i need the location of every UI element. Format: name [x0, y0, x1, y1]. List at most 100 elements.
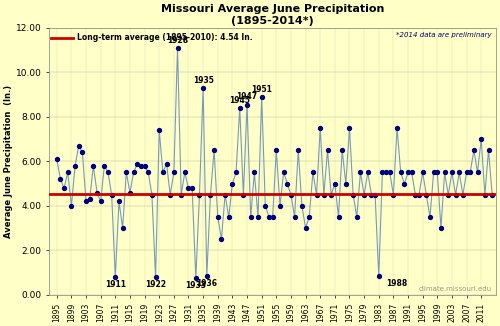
Point: [221, 192, 229, 197]
Point: [452, 192, 460, 197]
Point: [181, 170, 189, 175]
Point: [455, 170, 463, 175]
Text: 1928: 1928: [167, 36, 188, 45]
Point: [393, 126, 401, 131]
Point: [459, 192, 467, 197]
Point: [375, 273, 383, 278]
Point: [400, 181, 408, 186]
Point: [474, 170, 482, 175]
Text: 1945: 1945: [230, 96, 250, 105]
Point: [170, 170, 178, 175]
Point: [316, 126, 324, 131]
Point: [108, 192, 116, 197]
Point: [444, 192, 452, 197]
Point: [371, 192, 379, 197]
Point: [60, 185, 68, 191]
Point: [224, 215, 232, 220]
Point: [254, 215, 262, 220]
Point: [430, 170, 438, 175]
Point: [240, 192, 248, 197]
Point: [312, 192, 320, 197]
Point: [396, 170, 404, 175]
Point: [412, 192, 420, 197]
Point: [415, 192, 423, 197]
Point: [218, 237, 226, 242]
Point: [426, 215, 434, 220]
Point: [378, 170, 386, 175]
Point: [346, 126, 354, 131]
Point: [71, 163, 79, 169]
Point: [192, 275, 200, 281]
Point: [386, 170, 394, 175]
Point: [305, 215, 313, 220]
Point: [104, 170, 112, 175]
Point: [258, 94, 266, 99]
Point: [93, 190, 101, 195]
Point: [364, 170, 372, 175]
Point: [115, 199, 123, 204]
Point: [246, 215, 254, 220]
Point: [390, 192, 398, 197]
Point: [137, 163, 145, 169]
Point: [368, 192, 376, 197]
Point: [177, 192, 185, 197]
Point: [130, 170, 138, 175]
Point: [324, 148, 332, 153]
Point: [134, 161, 141, 166]
Point: [214, 215, 222, 220]
Text: 1911: 1911: [105, 280, 126, 289]
Point: [166, 192, 174, 197]
Point: [342, 181, 350, 186]
Point: [86, 197, 94, 202]
Point: [90, 163, 98, 169]
Point: [100, 163, 108, 169]
Point: [360, 192, 368, 197]
Point: [276, 203, 284, 208]
Point: [462, 170, 470, 175]
Point: [250, 170, 258, 175]
Point: [148, 192, 156, 197]
Point: [298, 203, 306, 208]
Point: [422, 192, 430, 197]
Point: [74, 143, 82, 148]
Point: [287, 192, 295, 197]
Point: [290, 215, 298, 220]
Point: [82, 199, 90, 204]
Point: [140, 163, 148, 169]
Text: 1922: 1922: [145, 280, 166, 289]
Title: Missouri Average June Precipitation
(1895-2014*): Missouri Average June Precipitation (189…: [161, 4, 384, 26]
Text: 1947: 1947: [236, 92, 258, 101]
Point: [68, 203, 76, 208]
Point: [174, 45, 182, 51]
Point: [268, 215, 276, 220]
Point: [265, 215, 273, 220]
Point: [349, 192, 357, 197]
Point: [408, 170, 416, 175]
Point: [196, 192, 203, 197]
Y-axis label: Average June Precipitation  (In.): Average June Precipitation (In.): [4, 85, 13, 238]
Point: [470, 148, 478, 153]
Point: [78, 150, 86, 155]
Point: [159, 170, 167, 175]
Point: [338, 148, 346, 153]
Point: [334, 215, 342, 220]
Text: climate.missouri.edu: climate.missouri.edu: [418, 286, 492, 292]
Point: [302, 226, 310, 231]
Point: [331, 181, 339, 186]
Point: [162, 161, 170, 166]
Point: [353, 215, 361, 220]
Text: *2014 data are preliminary: *2014 data are preliminary: [396, 32, 492, 38]
Point: [56, 177, 64, 182]
Point: [488, 192, 496, 197]
Point: [309, 170, 317, 175]
Point: [280, 170, 287, 175]
Text: 1935: 1935: [192, 76, 214, 85]
Point: [437, 226, 445, 231]
Point: [188, 185, 196, 191]
Point: [262, 203, 270, 208]
Point: [203, 273, 211, 278]
Point: [418, 170, 426, 175]
Point: [243, 102, 251, 107]
Text: 1933: 1933: [186, 281, 206, 290]
Point: [64, 170, 72, 175]
